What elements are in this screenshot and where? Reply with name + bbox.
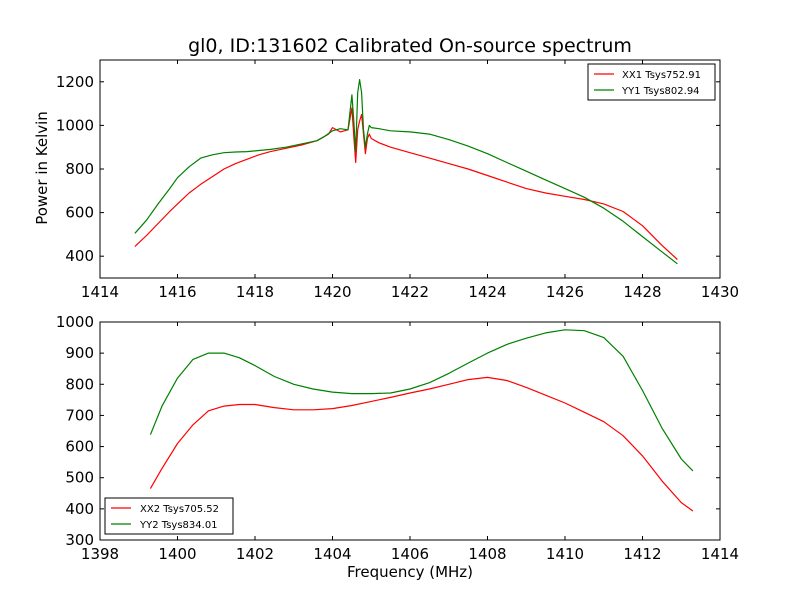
x-tick-label: 1420 bbox=[313, 283, 351, 301]
legend: XX1 Tsys752.91 YY1 Tsys802.94 bbox=[587, 63, 716, 101]
series-lines bbox=[149, 329, 694, 512]
y-tick-label: 1000 bbox=[56, 313, 94, 331]
x-tick-label: 1428 bbox=[623, 283, 661, 301]
series-line-xx1 bbox=[134, 107, 678, 260]
bottom-plot: 1398 1400 1402 1404 1406 1408 1410 1412 1414 300 4… bbox=[56, 313, 739, 581]
y-tick-label: 600 bbox=[65, 204, 94, 222]
legend-box bbox=[587, 63, 716, 101]
y-tick-label: 400 bbox=[65, 500, 94, 518]
x-tick-label: 1410 bbox=[546, 545, 584, 563]
legend-label-xx1: XX1 Tsys752.91 bbox=[622, 70, 701, 81]
x-tick-label: 1404 bbox=[313, 545, 351, 563]
y-tick-label: 1000 bbox=[56, 116, 94, 134]
series-line-yy2 bbox=[149, 329, 694, 472]
x-tick-label: 1424 bbox=[468, 283, 506, 301]
legend-label-yy1: YY1 Tsys802.94 bbox=[621, 86, 700, 97]
y-tick-label: 300 bbox=[65, 531, 94, 549]
legend: XX2 Tsys705.52 YY2 Tsys834.01 bbox=[104, 497, 234, 535]
legend-label-xx2: XX2 Tsys705.52 bbox=[140, 504, 219, 515]
x-tick-label: 1418 bbox=[236, 283, 274, 301]
x-tick-label: 1402 bbox=[236, 545, 274, 563]
chart-title: gl0, ID:131602 Calibrated On-source spec… bbox=[188, 35, 632, 57]
y-axis-label: Power in Kelvin bbox=[33, 111, 51, 225]
x-tick-label: 1406 bbox=[391, 545, 429, 563]
y-tick-label: 900 bbox=[65, 344, 94, 362]
x-tick-label: 1426 bbox=[546, 283, 584, 301]
legend-label-yy2: YY2 Tsys834.01 bbox=[139, 520, 218, 531]
x-tick-label: 1422 bbox=[391, 283, 429, 301]
x-tick-label: 1414 bbox=[701, 545, 739, 563]
x-tick-label: 1414 bbox=[81, 283, 119, 301]
axis-ticks: 1398 1400 1402 1404 1406 1408 1410 1412 1414 300 4… bbox=[56, 313, 739, 563]
y-tick-label: 500 bbox=[65, 469, 94, 487]
y-tick-label: 800 bbox=[65, 160, 94, 178]
x-tick-label: 1430 bbox=[701, 283, 739, 301]
x-tick-label: 1412 bbox=[623, 545, 661, 563]
series-line-yy1 bbox=[134, 78, 678, 265]
y-tick-label: 400 bbox=[65, 247, 94, 265]
x-tick-label: 1398 bbox=[81, 545, 119, 563]
x-axis-label: Frequency (MHz) bbox=[347, 563, 473, 581]
axis-ticks: 1414 1416 1418 1420 1422 1424 1426 1428 1430 400 6… bbox=[56, 60, 739, 301]
x-tick-label: 1416 bbox=[158, 283, 196, 301]
y-tick-label: 800 bbox=[65, 375, 94, 393]
legend-box bbox=[104, 497, 234, 535]
y-tick-label: 700 bbox=[65, 406, 94, 424]
y-tick-label: 600 bbox=[65, 438, 94, 456]
top-plot: gl0, ID:131602 Calibrated On-source spec… bbox=[33, 35, 739, 301]
series-lines bbox=[134, 78, 678, 265]
x-tick-label: 1408 bbox=[468, 545, 506, 563]
x-tick-label: 1400 bbox=[158, 545, 196, 563]
series-line-xx2 bbox=[149, 376, 694, 512]
y-tick-label: 1200 bbox=[56, 73, 94, 91]
